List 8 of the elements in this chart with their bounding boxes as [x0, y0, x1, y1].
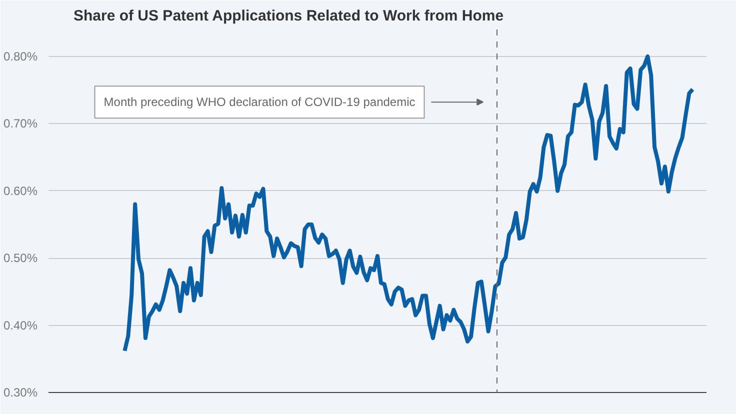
y-tick-label: 0.80%: [3, 49, 38, 64]
y-tick-label: 0.60%: [3, 184, 38, 198]
chart-title: Share of US Patent Applications Related to Work from Home: [74, 8, 504, 24]
y-tick-label: 0.40%: [3, 318, 38, 332]
y-tick-label: 0.30%: [3, 386, 38, 400]
annotation: Month preceding WHO declaration of COVID-19 pandemic: [104, 95, 416, 110]
y-tick-label: 0.70%: [3, 116, 38, 131]
y-tick-label: 0.50%: [3, 251, 38, 266]
